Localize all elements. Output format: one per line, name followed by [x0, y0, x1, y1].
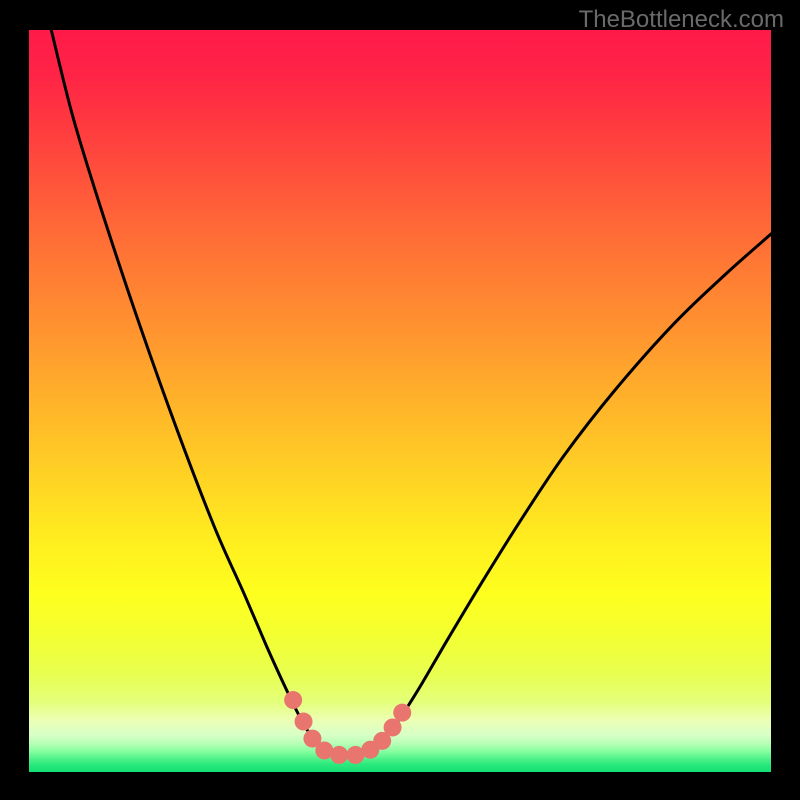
- highlight-marker: [284, 691, 302, 709]
- highlight-marker: [295, 713, 313, 731]
- stage: TheBottleneck.com: [0, 0, 800, 800]
- highlight-marker: [330, 746, 348, 764]
- highlight-marker: [393, 704, 411, 722]
- bottleneck-curve: [0, 0, 800, 800]
- highlight-marker: [384, 718, 402, 736]
- watermark-text: TheBottleneck.com: [579, 6, 784, 34]
- curve-path: [51, 30, 774, 756]
